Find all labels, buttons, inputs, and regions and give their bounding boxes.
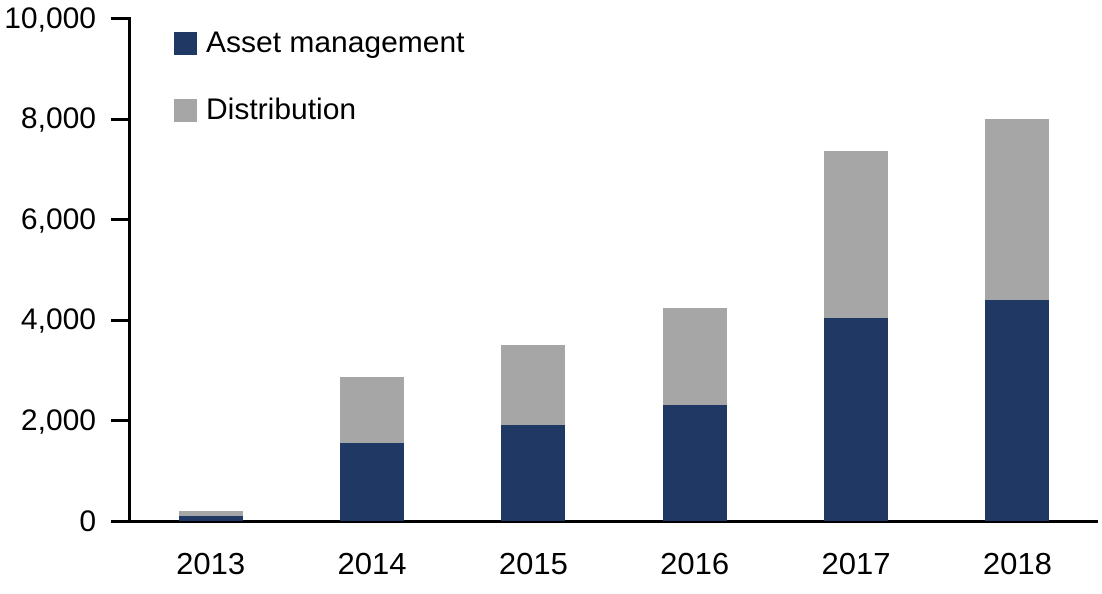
- legend-item-distribution: Distribution: [174, 93, 356, 127]
- y-tick: [111, 520, 131, 523]
- bar-2017-segment-asset-management: [824, 318, 888, 522]
- y-tick: [111, 117, 131, 121]
- bar-2017: [824, 151, 888, 522]
- x-tick-label-2016: 2016: [660, 546, 730, 581]
- y-tick-label: 6,000: [20, 202, 96, 236]
- bar-2018: [985, 119, 1050, 522]
- bar-2016-segment-distribution: [662, 308, 727, 405]
- y-tick: [111, 419, 131, 423]
- bar-2013: [178, 510, 243, 522]
- bar-2014: [340, 377, 404, 522]
- y-tick-label: 0: [79, 504, 96, 538]
- y-tick-label: 8,000: [20, 102, 96, 136]
- y-tick-label: 4,000: [20, 303, 96, 337]
- bar-2015-segment-distribution: [501, 344, 566, 425]
- bar-2016: [662, 308, 727, 522]
- x-tick-label-2013: 2013: [176, 546, 246, 581]
- legend-item-asset-management: Asset management: [174, 26, 464, 60]
- y-tick: [111, 17, 131, 20]
- bar-2018-segment-asset-management: [985, 299, 1050, 522]
- bar-2018-segment-distribution: [985, 119, 1050, 300]
- legend-label-distribution: Distribution: [206, 93, 357, 126]
- x-tick-label-2017: 2017: [821, 546, 891, 581]
- x-tick-label-2015: 2015: [498, 546, 568, 581]
- y-axis-line: [128, 17, 131, 523]
- bar-2015-segment-asset-management: [501, 424, 566, 522]
- legend-label-asset-management: Asset management: [206, 26, 465, 59]
- bar-2014-segment-distribution: [340, 377, 404, 443]
- bar-2014-segment-asset-management: [340, 442, 404, 522]
- bar-2015: [501, 344, 566, 522]
- legend-swatch-distribution: [174, 98, 197, 122]
- y-tick: [111, 218, 131, 222]
- y-tick-label: 10,000: [4, 1, 96, 35]
- bar-2016-segment-asset-management: [662, 404, 727, 522]
- y-tick: [111, 318, 131, 322]
- bar-2017-segment-distribution: [824, 151, 888, 319]
- y-tick-label: 2,000: [20, 403, 96, 437]
- x-tick-label-2014: 2014: [337, 546, 407, 581]
- x-axis-line: [112, 520, 1098, 523]
- bar-2013-segment-distribution: [178, 510, 243, 516]
- x-tick-label-2018: 2018: [982, 546, 1052, 581]
- legend-swatch-asset-management: [174, 31, 197, 55]
- bar-2013-segment-asset-management: [178, 515, 243, 522]
